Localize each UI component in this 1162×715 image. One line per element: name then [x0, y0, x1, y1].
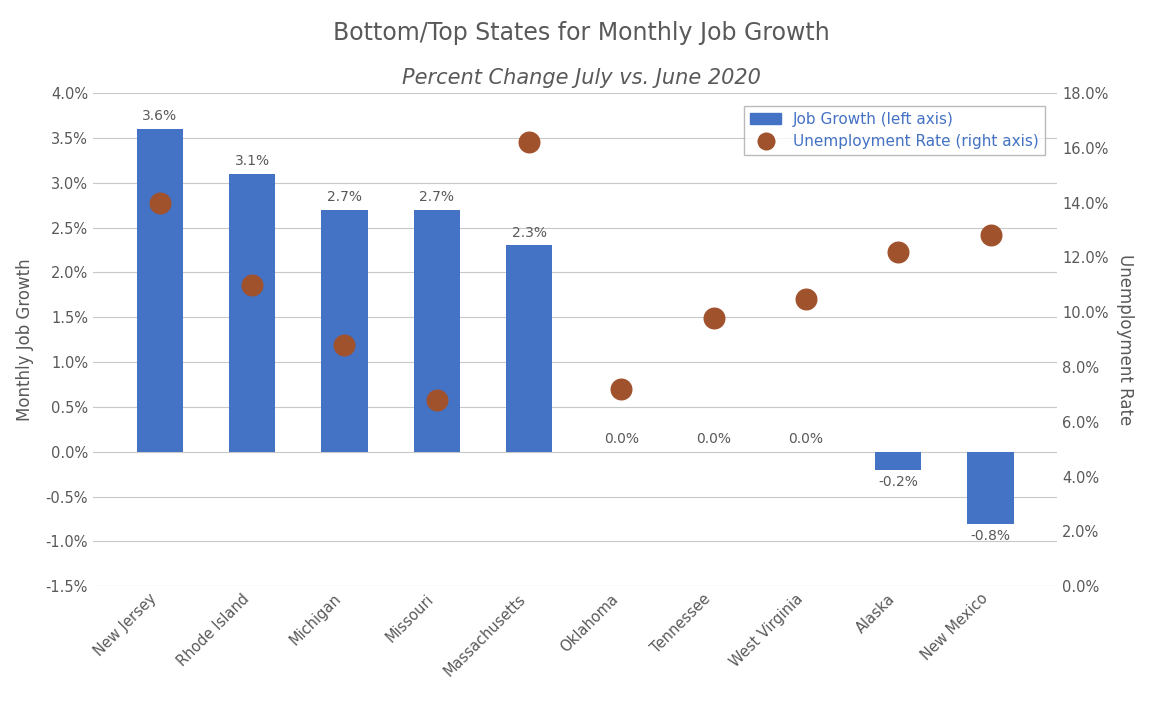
Point — [612, 383, 631, 395]
Bar — [505, 245, 552, 452]
Text: 2.7%: 2.7% — [327, 190, 361, 204]
Point — [797, 293, 816, 305]
Bar — [137, 129, 182, 452]
Y-axis label: Monthly Job Growth: Monthly Job Growth — [16, 258, 35, 421]
Point — [428, 394, 446, 405]
Bar — [229, 174, 275, 452]
Text: -0.2%: -0.2% — [878, 475, 918, 489]
Bar — [322, 209, 367, 452]
Y-axis label: Unemployment Rate: Unemployment Rate — [1116, 254, 1134, 425]
Point — [335, 340, 353, 351]
Point — [151, 197, 170, 208]
Bar — [414, 209, 460, 452]
Text: -0.8%: -0.8% — [970, 529, 1011, 543]
Text: 2.3%: 2.3% — [511, 226, 546, 240]
Point — [519, 137, 538, 148]
Text: 3.1%: 3.1% — [235, 154, 270, 168]
Text: 0.0%: 0.0% — [696, 433, 731, 446]
Bar — [875, 452, 921, 470]
Point — [981, 230, 999, 241]
Point — [704, 312, 723, 323]
Text: Percent Change July vs. June 2020: Percent Change July vs. June 2020 — [402, 68, 760, 88]
Text: 3.6%: 3.6% — [142, 109, 178, 124]
Text: 0.0%: 0.0% — [789, 433, 824, 446]
Text: 2.7%: 2.7% — [419, 190, 454, 204]
Point — [889, 246, 908, 257]
Legend: Job Growth (left axis), Unemployment Rate (right axis): Job Growth (left axis), Unemployment Rat… — [744, 106, 1045, 155]
Point — [243, 279, 261, 290]
Text: 0.0%: 0.0% — [604, 433, 639, 446]
Text: Bottom/Top States for Monthly Job Growth: Bottom/Top States for Monthly Job Growth — [332, 21, 830, 46]
Bar — [968, 452, 1013, 523]
